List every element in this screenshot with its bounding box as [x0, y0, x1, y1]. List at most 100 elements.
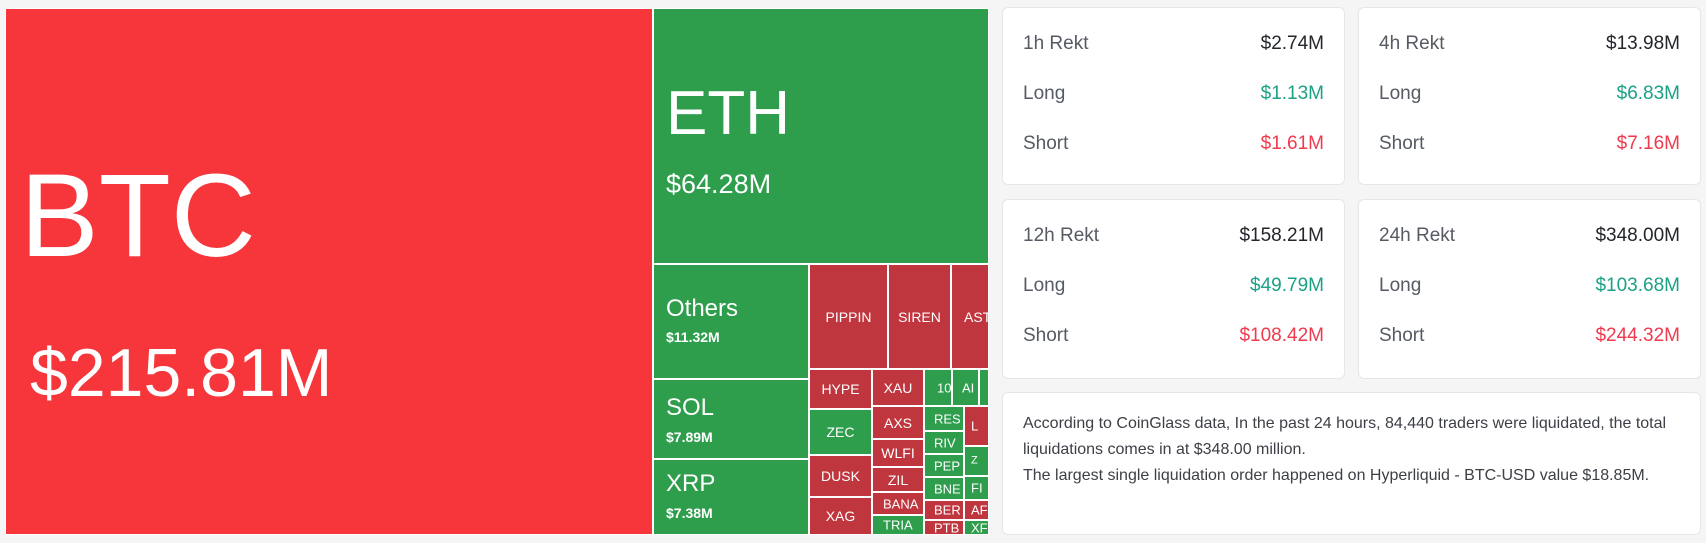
- stat-long-row: Long $103.68M: [1379, 274, 1680, 298]
- tile-symbol: ZEC: [826, 424, 855, 440]
- heatmap-tile-z[interactable]: Z: [964, 446, 989, 476]
- tile-value: $215.81M: [30, 335, 333, 411]
- heatmap-tile-pep[interactable]: PEP: [924, 454, 964, 477]
- heatmap-tile-tria[interactable]: TRIA: [872, 515, 924, 535]
- stat-short-row: Short $7.16M: [1379, 132, 1680, 156]
- tile-symbol: RES: [934, 411, 961, 426]
- stat-card-1h: 1h Rekt $2.74M Long $1.13M Short $1.61M: [1002, 7, 1345, 185]
- tile-symbol: XF: [971, 520, 988, 535]
- heatmap-tile-dusk[interactable]: DUSK: [809, 455, 872, 497]
- heatmap-tile-xau[interactable]: XAU: [872, 369, 924, 406]
- tile-symbol: ZIL: [887, 471, 909, 488]
- stat-short-value: $1.61M: [1260, 133, 1324, 154]
- stat-short-label: Short: [1379, 325, 1425, 346]
- stat-long-label: Long: [1379, 83, 1422, 104]
- heatmap-tile-bne[interactable]: BNE: [924, 477, 964, 500]
- stat-long-label: Long: [1023, 275, 1066, 296]
- stat-long-label: Long: [1379, 275, 1422, 296]
- tile-symbol: PTB: [934, 520, 960, 535]
- tile-symbol: TRIA: [883, 517, 913, 533]
- heatmap-tile-res[interactable]: RES: [924, 406, 964, 431]
- tile-symbol: SOL: [666, 394, 715, 421]
- stat-card-24h: 24h Rekt $348.00M Long $103.68M Short $2…: [1358, 199, 1701, 379]
- tile-symbol: BER: [934, 502, 961, 518]
- heatmap-tile-aste[interactable]: ASTE: [951, 264, 989, 369]
- heatmap-tile-bana[interactable]: BANA: [872, 492, 924, 515]
- heatmap-tile-zil[interactable]: ZIL: [872, 467, 924, 492]
- stat-short-row: Short $1.61M: [1023, 132, 1324, 156]
- heatmap-tile-xf[interactable]: XF: [964, 520, 989, 535]
- stat-title: 4h Rekt: [1379, 33, 1445, 54]
- tile-value: $64.28M: [666, 169, 772, 199]
- stat-title: 1h Rekt: [1023, 33, 1089, 54]
- stat-short-label: Short: [1379, 133, 1425, 154]
- tile-symbol: BNE: [934, 481, 961, 496]
- heatmap-tile-riv[interactable]: RIV: [924, 431, 964, 454]
- stat-total-row: 4h Rekt $13.98M: [1379, 32, 1680, 56]
- stat-total-value: $348.00M: [1595, 225, 1680, 246]
- liquidation-summary: According to CoinGlass data, In the past…: [1002, 392, 1701, 535]
- heatmap-tile-sol[interactable]: SOL $7.89M: [653, 379, 809, 459]
- stat-title: 12h Rekt: [1023, 225, 1100, 246]
- tile-symbol: Others: [666, 295, 739, 322]
- heatmap-tile-fi[interactable]: FI: [964, 476, 989, 500]
- tile-symbol: PEP: [934, 458, 961, 473]
- heatmap-tile-hype[interactable]: HYPE: [809, 369, 872, 409]
- heatmap-tile-ptb[interactable]: PTB: [924, 520, 964, 535]
- tile-symbol: ETH: [666, 79, 790, 148]
- stat-short-row: Short $108.42M: [1023, 324, 1324, 348]
- heatmap-tile-misc[interactable]: [979, 369, 989, 406]
- stat-total-value: $158.21M: [1239, 225, 1324, 246]
- tile-symbol: WLFI: [881, 445, 915, 461]
- tile-symbol: AXS: [883, 414, 912, 431]
- tile-symbol: PIPPIN: [825, 308, 872, 325]
- heatmap-tile-l[interactable]: L: [964, 406, 989, 446]
- summary-line-1: According to CoinGlass data, In the past…: [1023, 415, 1667, 458]
- heatmap-tile-zec[interactable]: ZEC: [809, 409, 872, 455]
- stat-long-row: Long $49.79M: [1023, 274, 1324, 298]
- tile-symbol: RIV: [934, 435, 956, 450]
- heatmap-tile-ber[interactable]: BER: [924, 500, 964, 520]
- heatmap-tile-eth[interactable]: ETH $64.28M: [653, 8, 989, 264]
- stat-long-value: $1.13M: [1260, 83, 1324, 104]
- tile-symbol: AI: [962, 380, 975, 395]
- heatmap-tile-others[interactable]: Others $11.32M: [653, 264, 809, 379]
- stat-total-row: 1h Rekt $2.74M: [1023, 32, 1324, 56]
- heatmap-tile-pippin[interactable]: PIPPIN: [809, 264, 888, 369]
- summary-line-2: The largest single liquidation order hap…: [1023, 467, 1650, 484]
- heatmap-tile-siren[interactable]: SIREN: [888, 264, 951, 369]
- stat-short-value: $108.42M: [1239, 325, 1324, 346]
- stat-long-row: Long $6.83M: [1379, 82, 1680, 106]
- stat-total-row: 12h Rekt $158.21M: [1023, 224, 1324, 248]
- tile-symbol: FI: [971, 480, 983, 496]
- stat-card-12h: 12h Rekt $158.21M Long $49.79M Short $10…: [1002, 199, 1345, 379]
- heatmap-tile-xag[interactable]: XAG: [809, 497, 872, 535]
- heatmap-tile-xrp[interactable]: XRP $7.38M: [653, 459, 809, 535]
- stat-short-value: $244.32M: [1595, 325, 1680, 346]
- stat-short-label: Short: [1023, 133, 1069, 154]
- tile-value: $7.89M: [666, 429, 713, 445]
- tile-value: $11.32M: [666, 329, 720, 345]
- stat-long-value: $6.83M: [1616, 83, 1680, 104]
- tile-symbol: L: [971, 418, 979, 434]
- liquidation-heatmap: BTC $215.81M ETH $64.28M Others $11.32M …: [5, 8, 989, 535]
- tile-symbol: BANA: [883, 496, 919, 511]
- tile-symbol: XAG: [825, 508, 856, 524]
- heatmap-tile-btc[interactable]: BTC $215.81M: [5, 8, 653, 535]
- heatmap-tile-axs[interactable]: AXS: [872, 406, 924, 439]
- heatmap-tile-ai[interactable]: AI: [952, 369, 979, 406]
- stat-short-value: $7.16M: [1616, 133, 1680, 154]
- tile-symbol: DUSK: [821, 468, 860, 484]
- stat-total-value: $2.74M: [1260, 33, 1324, 54]
- tile-symbol: AF: [971, 502, 988, 518]
- tile-symbol: Z: [971, 454, 978, 467]
- heatmap-tile-af[interactable]: AF: [964, 500, 989, 520]
- heatmap-tile-10[interactable]: 10: [924, 369, 952, 406]
- tile-symbol: BTC: [20, 150, 256, 282]
- tile-symbol: HYPE: [821, 381, 860, 397]
- tile-symbol: ASTE: [964, 308, 988, 325]
- tile-symbol: XRP: [666, 470, 716, 497]
- heatmap-tile-wlfi[interactable]: WLFI: [872, 439, 924, 467]
- stat-short-label: Short: [1023, 325, 1069, 346]
- stat-total-row: 24h Rekt $348.00M: [1379, 224, 1680, 248]
